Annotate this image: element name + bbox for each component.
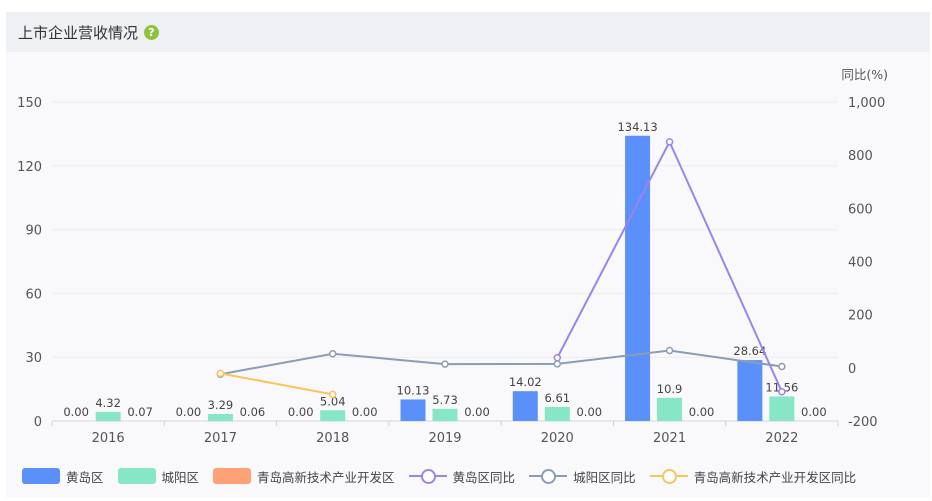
- bar-data-label: 10.9: [657, 382, 683, 396]
- legend-item[interactable]: 城阳区: [117, 467, 200, 486]
- y-left-tick-label: 0: [34, 415, 42, 430]
- y-right-tick-label: 600: [848, 202, 873, 217]
- y-right-tick-label: 800: [848, 149, 873, 164]
- bar-data-label: 11.56: [765, 380, 798, 394]
- bar-data-label: 134.13: [617, 120, 657, 134]
- card-title: 上市企业营收情况: [18, 24, 139, 42]
- legend-rect-swatch: [213, 468, 252, 484]
- y-right-tick-label: 200: [848, 309, 873, 324]
- y-left-tick-label: 150: [17, 96, 42, 111]
- series-line: [220, 372, 333, 396]
- y-right-tick-label: 0: [848, 362, 856, 377]
- bar-data-label: 5.04: [320, 394, 346, 408]
- series-point: [553, 353, 562, 362]
- y-left-tick-label: 90: [25, 224, 42, 239]
- y-left-tick-label: 120: [17, 160, 42, 175]
- bar-data-label: 0.00: [352, 405, 378, 419]
- bar: [432, 408, 458, 421]
- legend-line-swatch: [649, 468, 688, 484]
- legend-rect-swatch: [22, 468, 60, 484]
- bar-data-label: 0.06: [240, 405, 266, 419]
- bar: [512, 391, 538, 421]
- legend-label: 城阳区: [161, 469, 200, 485]
- series-point: [665, 346, 674, 355]
- bar: [657, 397, 683, 421]
- x-tick-label: 2020: [541, 431, 574, 446]
- bar-data-label: 0.00: [176, 405, 202, 419]
- legend-label: 青岛高新技术产业开发区: [257, 469, 395, 485]
- x-tick-label: 2021: [653, 431, 686, 446]
- chart-legend: 黄岛区 城阳区 青岛高新技术产业开发区 黄岛区同比 城阳区同比 青岛高新技术产业开发区同比: [22, 466, 870, 486]
- series-point: [328, 349, 337, 358]
- bar: [320, 410, 346, 421]
- series-point: [665, 138, 674, 146]
- chart-card: 上市企业营收情况 ?: [6, 12, 930, 498]
- x-tick-label: 2019: [428, 431, 461, 446]
- series-point: [441, 360, 449, 368]
- series-line: [220, 349, 782, 376]
- bar: [95, 411, 121, 421]
- bar-data-label: 0.07: [127, 405, 153, 419]
- legend-item[interactable]: 黄岛区: [22, 467, 104, 486]
- bar-data-label: 0.00: [288, 405, 314, 419]
- legend-swatch-marker: [420, 469, 436, 484]
- legend-swatch-marker: [661, 469, 677, 484]
- series-point: [778, 362, 786, 371]
- y-right-tick-label: -200: [848, 415, 878, 430]
- y-right-tick-label: 1,000: [848, 96, 885, 111]
- series-point: [328, 390, 337, 399]
- x-tick-label: 2016: [92, 431, 125, 446]
- bar-data-label: 28.64: [733, 344, 766, 358]
- bar: [544, 406, 570, 421]
- y-left-tick-label: 60: [25, 287, 42, 302]
- bar-data-label: 3.29: [208, 398, 234, 412]
- series-point: [216, 369, 225, 378]
- legend-item[interactable]: 城阳区同比: [529, 467, 636, 486]
- series-point: [553, 360, 562, 368]
- bar: [769, 396, 795, 421]
- bar-data-label: 4.32: [95, 396, 121, 410]
- legend-swatch-marker: [541, 469, 557, 484]
- bar-data-label: 6.61: [544, 391, 570, 405]
- legend-line-swatch: [408, 468, 447, 484]
- bar-data-label: 0.00: [689, 405, 715, 419]
- legend-rect-swatch: [117, 468, 156, 484]
- bar-data-label: 0.00: [464, 405, 490, 419]
- legend-label: 城阳区同比: [573, 469, 636, 485]
- y-left-tick-label: 30: [25, 351, 42, 366]
- help-icon[interactable]: ?: [144, 25, 159, 40]
- bar-data-label: 0.00: [576, 405, 602, 419]
- bar: [737, 360, 763, 421]
- bar: [625, 135, 651, 422]
- bar-data-label: 0.00: [801, 405, 827, 419]
- bar-data-label: 5.73: [432, 393, 458, 407]
- card-header: 上市企业营收情况 ?: [6, 12, 930, 52]
- legend-item[interactable]: 青岛高新技术产业开发区: [213, 467, 395, 486]
- legend-label: 黄岛区同比: [452, 469, 516, 485]
- legend-item[interactable]: 黄岛区同比: [408, 467, 516, 486]
- series-point: [778, 388, 786, 396]
- legend-label: 黄岛区: [66, 469, 104, 485]
- bar-data-label: 0.00: [63, 405, 89, 419]
- x-tick-label: 2017: [204, 431, 237, 446]
- x-tick-label: 2018: [316, 431, 349, 446]
- y-right-tick-label: 400: [848, 256, 873, 271]
- legend-line-swatch: [529, 468, 568, 484]
- bar: [400, 399, 426, 421]
- legend-item[interactable]: 青岛高新技术产业开发区同比: [649, 467, 857, 486]
- bar-data-label: 14.02: [509, 375, 542, 389]
- bar-data-label: 10.13: [397, 383, 430, 397]
- y-right-axis-label: 同比(%): [841, 67, 888, 82]
- bar: [207, 414, 233, 421]
- legend-label: 青岛高新技术产业开发区同比: [693, 469, 857, 485]
- x-tick-label: 2022: [765, 431, 798, 446]
